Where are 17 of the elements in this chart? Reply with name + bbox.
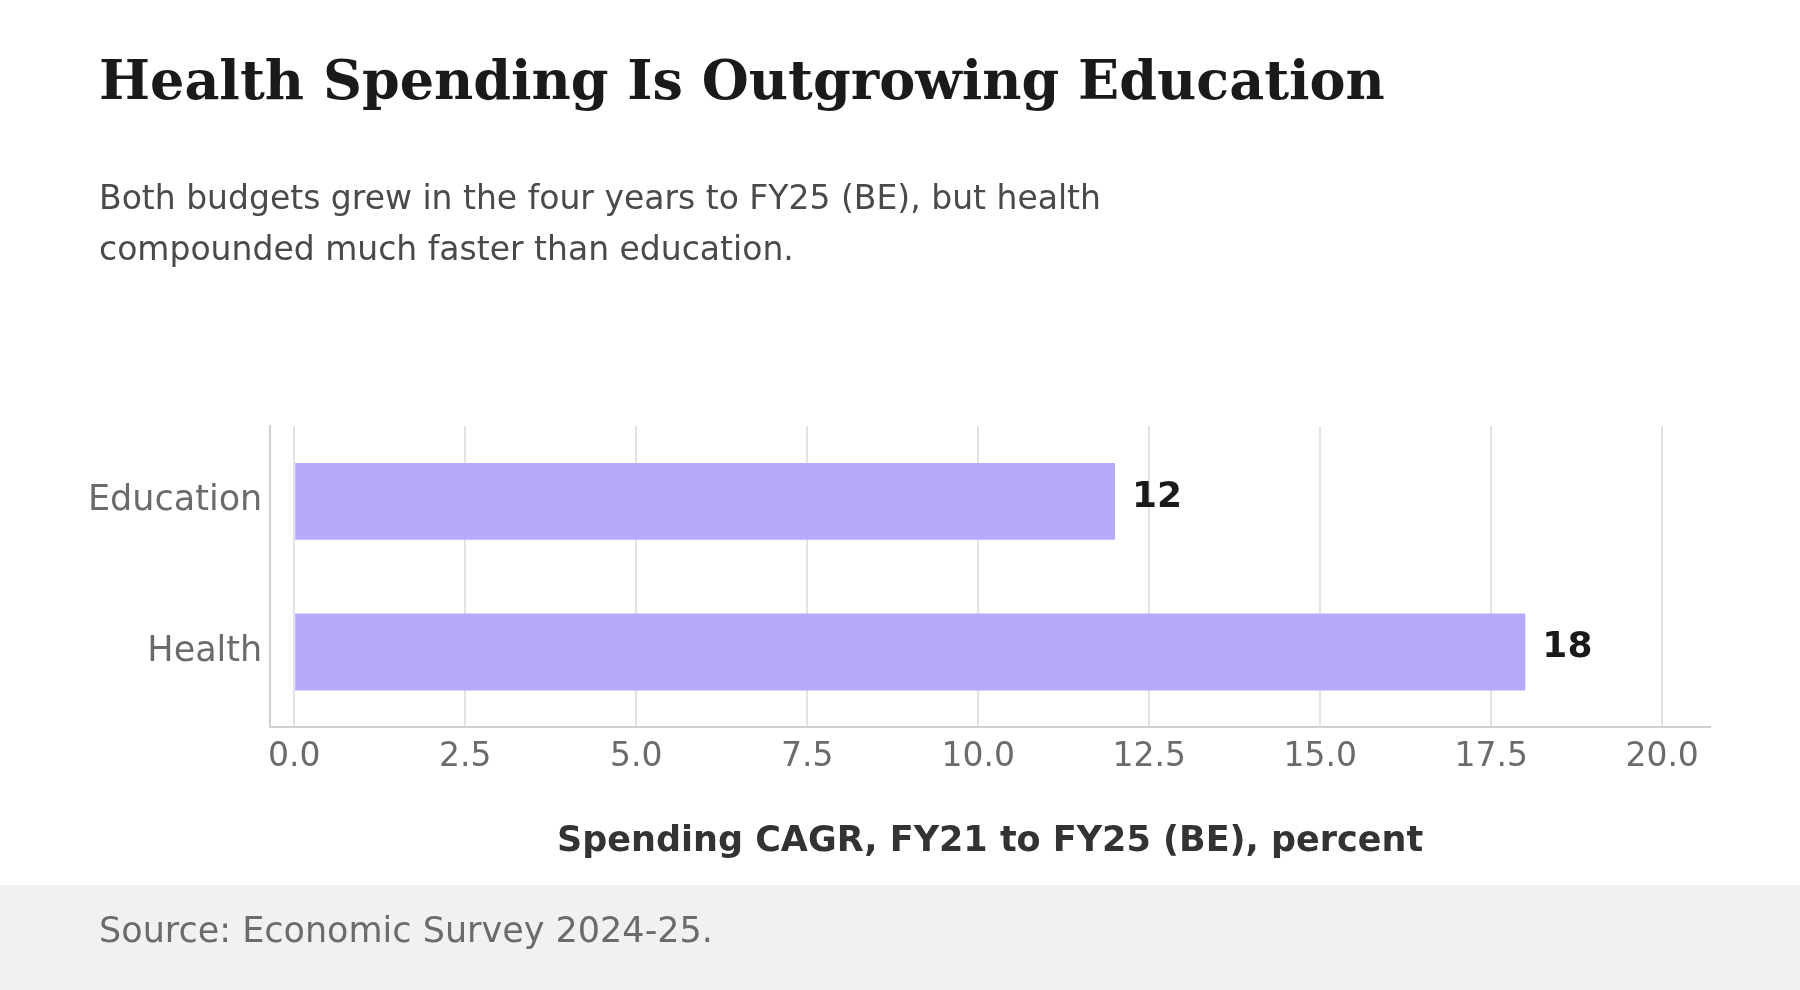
x-tick-label: 20.0 <box>1625 734 1699 774</box>
y-tick-label: Education <box>88 478 263 519</box>
x-tick-label: 7.5 <box>780 734 834 774</box>
chart-subtitle: Both budgets grew in the four years to FY25 (BE), but health compounded much faster than education. <box>99 177 1102 270</box>
x-tick-label: 15.0 <box>1283 734 1357 774</box>
data-label: 12 <box>1131 473 1183 515</box>
x-tick-label: 2.5 <box>438 734 492 774</box>
x-tick-label: 0.0 <box>267 734 321 774</box>
source-note: Source: Economic Survey 2024-25. <box>99 910 713 950</box>
x-tick-label: 10.0 <box>941 734 1015 774</box>
x-tick-label: 17.5 <box>1454 734 1528 774</box>
x-tick-label: 12.5 <box>1112 734 1186 774</box>
y-tick-label: Health <box>147 629 263 670</box>
x-tick-label: 5.0 <box>609 734 663 774</box>
chart-title: Health Spending Is Outgrowing Education <box>99 48 1385 112</box>
x-axis-title: Spending CAGR, FY21 to FY25 (BE), percent <box>557 819 1424 860</box>
data-label: 18 <box>1542 624 1593 666</box>
